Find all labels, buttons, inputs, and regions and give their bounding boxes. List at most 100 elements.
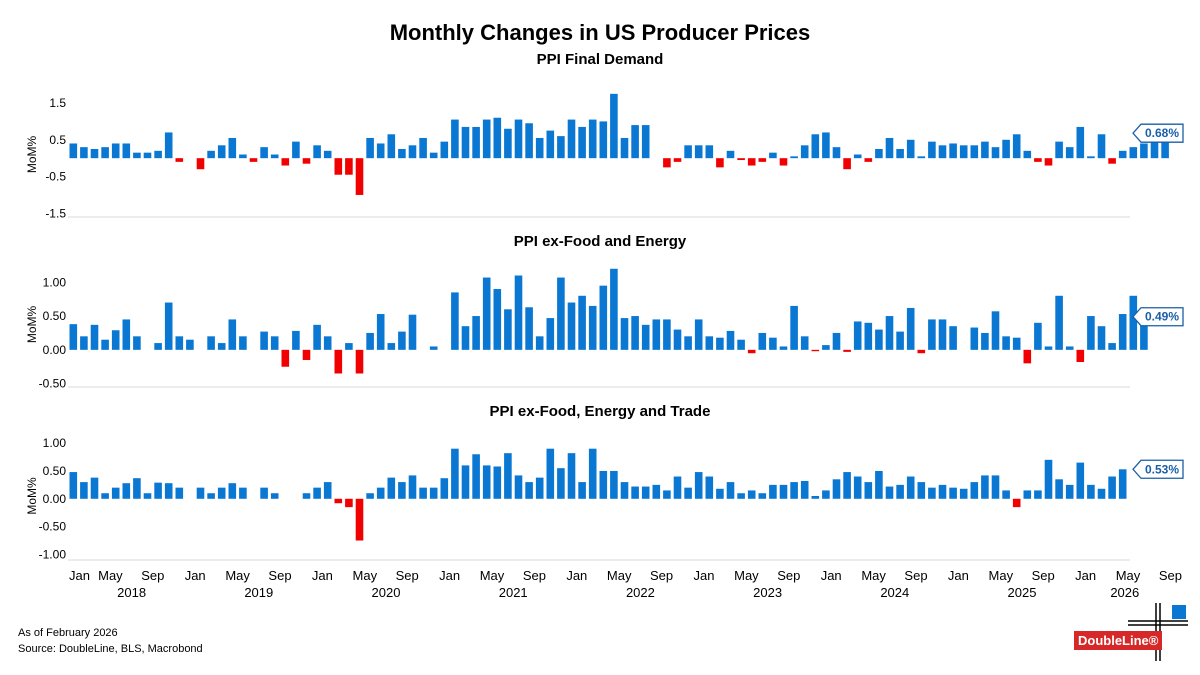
bar (832, 147, 841, 159)
bar (313, 487, 321, 499)
x-year-label: 2023 (753, 585, 782, 600)
bar (758, 493, 767, 499)
bar (769, 152, 777, 159)
bar (578, 295, 586, 350)
bar (1065, 484, 1074, 499)
bar (843, 349, 851, 352)
x-year-label: 2020 (372, 585, 401, 600)
bar (376, 314, 385, 350)
bar (546, 318, 555, 350)
x-tick-label: Jan (821, 568, 842, 583)
bar (684, 487, 692, 499)
bar (101, 493, 109, 499)
chart-panels: PPI Final DemandMoM%1.50.5-0.5-1.50.68%P… (25, 51, 1184, 561)
bar (196, 487, 205, 499)
bar (1012, 337, 1021, 350)
bar (610, 268, 618, 350)
panel-3: PPI ex-Food, Energy and Trade MoM% 1.00 0.5… (25, 403, 1184, 561)
bar (133, 478, 141, 499)
bar (578, 482, 586, 499)
bar (260, 487, 268, 499)
panel-subtitle: PPI ex-Food and Energy (514, 233, 687, 250)
bar (80, 336, 88, 350)
bar (928, 319, 936, 350)
bar (249, 158, 258, 162)
bar (599, 121, 608, 159)
bar (906, 307, 915, 350)
bar (69, 143, 78, 159)
bar (917, 156, 926, 159)
bar (747, 349, 756, 354)
bar (620, 318, 629, 350)
bar (970, 482, 979, 499)
x-tick-label: Sep (523, 568, 546, 583)
y-tick-label: -1.5 (45, 206, 66, 220)
bar (1087, 156, 1095, 159)
x-tick-label: Jan (439, 568, 460, 583)
bar (970, 145, 979, 159)
bar (705, 476, 714, 499)
y-axis-title: MoM% (25, 136, 39, 174)
bar (663, 319, 671, 350)
bar (525, 482, 533, 499)
x-year-label: 2024 (880, 585, 909, 600)
bar (673, 476, 682, 499)
bar (747, 158, 756, 166)
bar (270, 154, 279, 159)
bar (811, 134, 820, 159)
bar (928, 487, 936, 499)
bar (1118, 469, 1127, 499)
bar (387, 477, 396, 499)
bar (164, 302, 173, 350)
bar (451, 119, 459, 159)
bar (207, 493, 215, 499)
bar (217, 343, 226, 350)
bar (366, 332, 374, 350)
bar (949, 143, 957, 159)
bar (811, 349, 820, 352)
x-tick-label: May (861, 568, 886, 583)
x-tick-label: May (353, 568, 378, 583)
x-tick-label: Sep (904, 568, 927, 583)
panel-1: PPI Final Demand MoM% 1.5 0.5 -0.5 -1.5 0.68% (25, 51, 1184, 220)
bar (313, 145, 321, 159)
bar (122, 143, 131, 159)
bar (779, 158, 788, 166)
bar (80, 482, 88, 499)
bar (1012, 134, 1021, 159)
bar (461, 465, 470, 499)
bar (154, 150, 162, 159)
bar (376, 143, 385, 159)
bar (1044, 158, 1053, 166)
bar (567, 302, 576, 350)
bar (726, 150, 735, 159)
bar (281, 349, 290, 367)
bar (1076, 462, 1085, 499)
bar (334, 498, 343, 504)
bar (1023, 490, 1032, 499)
bar (641, 324, 650, 350)
bar (345, 498, 353, 508)
latest-value-label: 0.68% (1145, 126, 1179, 140)
bar (101, 339, 109, 350)
x-axis: Jan May Sep Jan May Sep Jan May Sep Jan May Sep Jan M… (69, 568, 1182, 600)
bar (80, 147, 88, 159)
bar (175, 487, 184, 499)
bar (387, 343, 396, 350)
y-tick-label: 0.50 (43, 309, 67, 323)
bar (928, 141, 936, 159)
bar (1140, 143, 1148, 159)
x-tick-label: Jan (1075, 568, 1096, 583)
bar (472, 316, 480, 350)
bar (1140, 316, 1148, 350)
bar (366, 137, 374, 159)
bar (90, 148, 99, 159)
bar (1065, 346, 1074, 350)
bar (843, 472, 851, 499)
bar (578, 126, 586, 159)
y-tick-label: 0.00 (43, 492, 67, 506)
bar (376, 487, 385, 499)
bar (917, 482, 926, 499)
bar (345, 343, 353, 350)
bar (716, 158, 724, 168)
